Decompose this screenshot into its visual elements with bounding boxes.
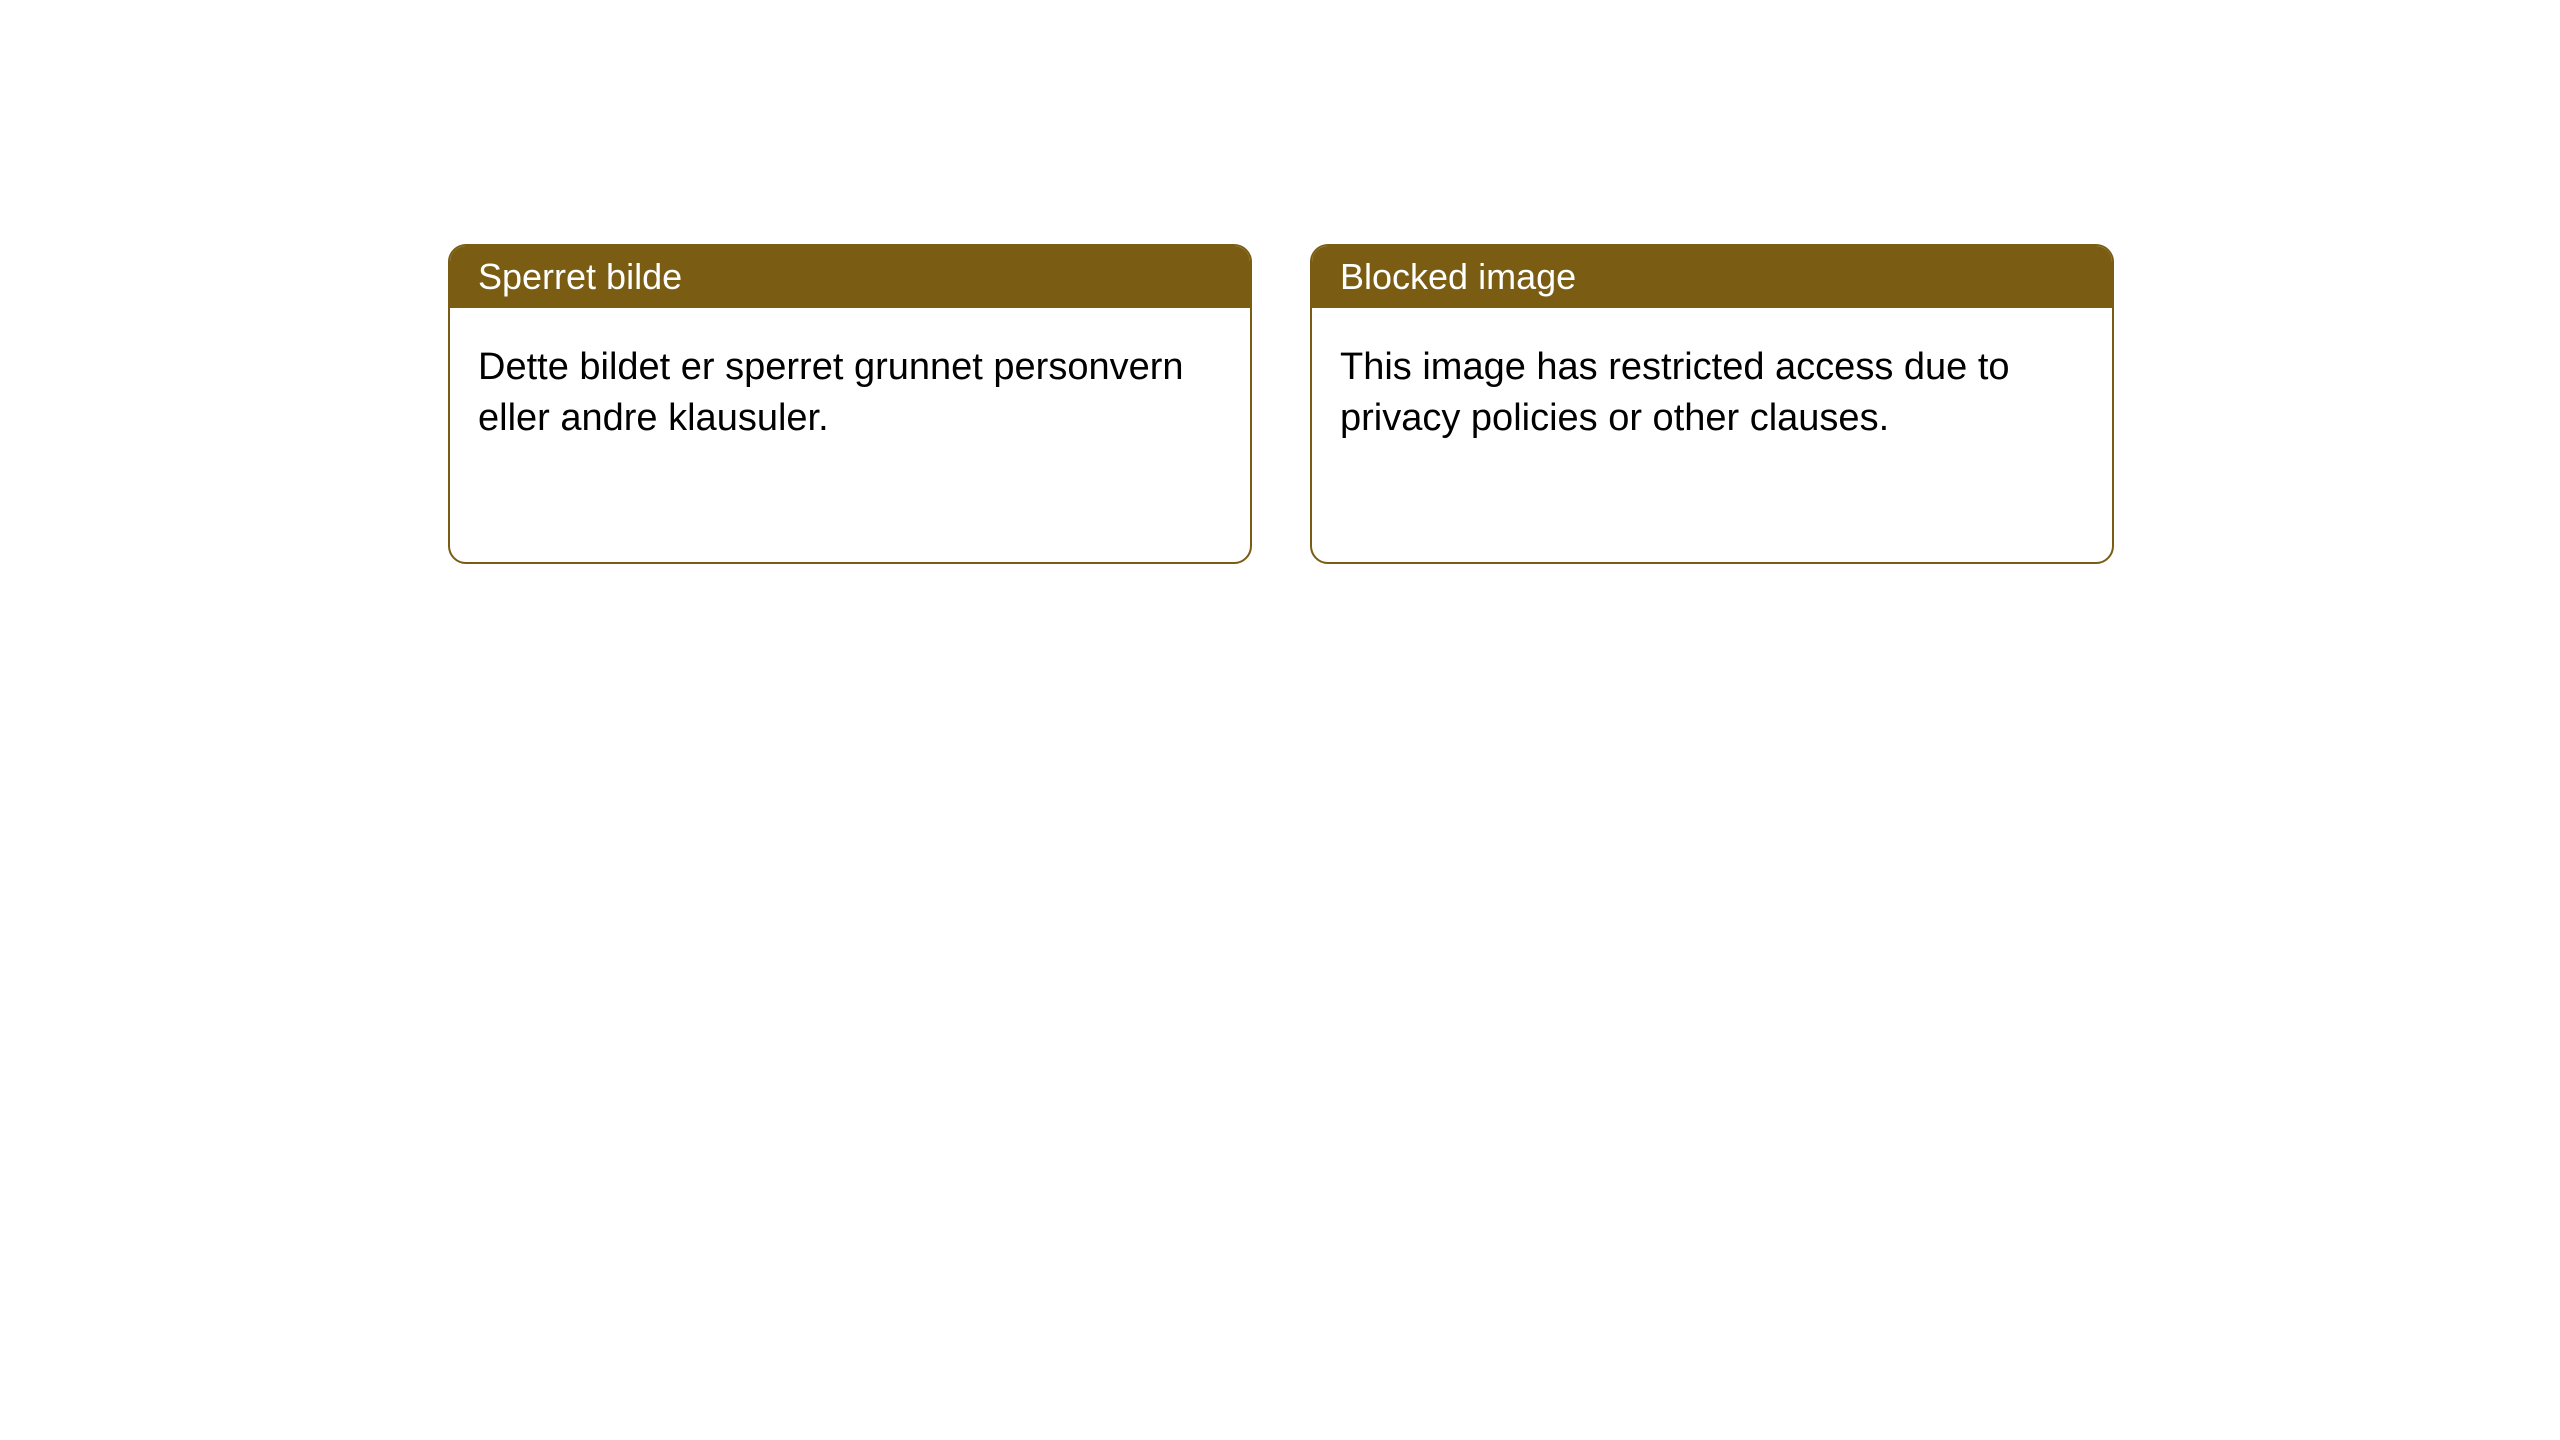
- notice-title: Blocked image: [1340, 256, 1576, 297]
- notice-header: Blocked image: [1312, 246, 2112, 308]
- notice-card-norwegian: Sperret bilde Dette bildet er sperret gr…: [448, 244, 1252, 564]
- notice-header: Sperret bilde: [450, 246, 1250, 308]
- notice-message: This image has restricted access due to …: [1340, 346, 2010, 439]
- notice-body: Dette bildet er sperret grunnet personve…: [450, 308, 1250, 562]
- notice-container: Sperret bilde Dette bildet er sperret gr…: [0, 0, 2560, 564]
- notice-card-english: Blocked image This image has restricted …: [1310, 244, 2114, 564]
- notice-message: Dette bildet er sperret grunnet personve…: [478, 346, 1184, 439]
- notice-title: Sperret bilde: [478, 256, 682, 297]
- notice-body: This image has restricted access due to …: [1312, 308, 2112, 562]
